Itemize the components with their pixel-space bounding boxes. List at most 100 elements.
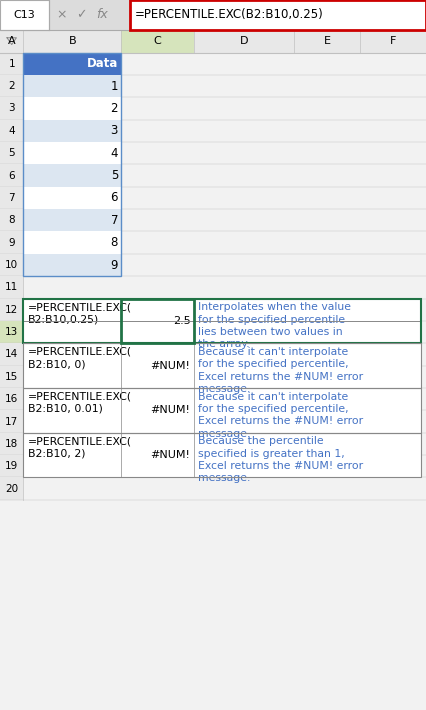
Text: Result: Result [137,303,178,316]
Bar [0,142,23,164]
Text: 6: 6 [110,192,118,204]
Bar [23,299,121,321]
Text: Because it can't interpolate
for the specified percentile,
Excel returns the #NU: Because it can't interpolate for the spe… [198,392,363,439]
Text: 11: 11 [5,283,18,293]
Bar [0,0,49,30]
Bar [0,97,23,120]
Bar [121,344,194,388]
Bar [23,344,421,388]
Text: fx: fx [96,9,108,21]
Bar [0,30,23,53]
Text: 8: 8 [111,236,118,249]
Bar [0,165,23,187]
Bar [0,344,23,366]
Text: 14: 14 [5,349,18,359]
Text: =PERCENTILE.EXC(
B2:B10, 0.01): =PERCENTILE.EXC( B2:B10, 0.01) [28,392,132,414]
Bar [130,0,426,30]
Bar [23,142,121,164]
Bar [23,433,421,478]
Bar [121,30,194,53]
Bar [194,299,421,344]
Text: ×: × [57,9,67,21]
Text: 4: 4 [9,126,15,136]
Bar [0,299,23,321]
Text: #NUM!: #NUM! [150,361,190,371]
Bar [23,187,121,209]
Text: 12: 12 [5,305,18,315]
Text: F: F [390,36,396,46]
Bar [0,53,23,75]
Text: D: D [240,36,248,46]
Text: 9: 9 [9,238,15,248]
Bar [121,299,194,344]
Bar [0,455,23,478]
Bar [0,30,23,53]
Text: 4: 4 [110,147,118,160]
Text: Interpolates when the value
for the specified percentile
lies between two values: Interpolates when the value for the spec… [198,302,351,349]
Text: 18: 18 [5,439,18,449]
Text: #NUM!: #NUM! [150,405,190,415]
Bar [0,231,23,254]
Text: 10: 10 [5,260,18,270]
Bar [0,321,23,344]
Text: 7: 7 [9,193,15,203]
Bar [194,344,421,388]
Text: Because it can't interpolate
for the specified percentile,
Excel returns the #NU: Because it can't interpolate for the spe… [198,347,363,394]
Text: 13: 13 [5,327,18,337]
Text: 19: 19 [5,462,18,471]
Bar [360,30,426,53]
Text: 2.5: 2.5 [173,316,190,326]
Bar [121,299,194,321]
Bar [23,209,121,231]
Bar [0,410,23,432]
Text: C: C [154,36,161,46]
Bar [0,209,23,231]
Text: 3: 3 [9,104,15,114]
Bar [23,299,421,321]
Text: =PERCENTILE.EXC(
B2:B10, 2): =PERCENTILE.EXC( B2:B10, 2) [28,436,132,459]
Bar [0,0,426,30]
Text: E: E [323,36,331,46]
Bar [23,30,121,53]
Text: 3: 3 [111,124,118,137]
Text: 16: 16 [5,394,18,404]
Bar [121,433,194,478]
Bar [23,119,121,142]
Bar [0,187,23,209]
Bar [194,433,421,478]
Bar [0,30,426,53]
Text: 9: 9 [110,258,118,271]
Text: 2: 2 [9,81,15,91]
Bar [0,478,23,500]
Text: A: A [8,36,15,46]
Text: Data: Data [86,58,118,70]
Text: ✓: ✓ [76,9,86,21]
Text: =PERCENTILE.EXC(B2:B10,0.25): =PERCENTILE.EXC(B2:B10,0.25) [135,9,324,21]
Text: 20: 20 [5,484,18,493]
Text: 1: 1 [110,80,118,92]
Bar [0,254,23,276]
Bar [194,30,294,53]
Text: 15: 15 [5,372,18,382]
Bar [23,299,121,344]
Text: 5: 5 [9,148,15,158]
Bar [0,276,23,299]
Bar [23,53,121,75]
Bar [0,119,23,142]
Text: =PERCENTILE.EXC(
B2:B10, 0): =PERCENTILE.EXC( B2:B10, 0) [28,347,132,369]
Bar [194,299,421,321]
Bar [23,165,121,187]
Bar [23,254,121,276]
Text: #NUM!: #NUM! [150,450,190,460]
Bar [23,299,421,344]
Text: 17: 17 [5,417,18,427]
Bar [0,0,49,30]
Bar [23,97,121,120]
Text: 1: 1 [9,59,15,69]
Text: Formula: Formula [28,303,81,316]
Bar [23,53,121,276]
Text: C13: C13 [14,10,35,20]
Bar [23,433,121,478]
Text: Because the percentile
specified is greater than 1,
Excel returns the #NUM! erro: Because the percentile specified is grea… [198,436,363,484]
Text: Description: Description [198,303,274,316]
